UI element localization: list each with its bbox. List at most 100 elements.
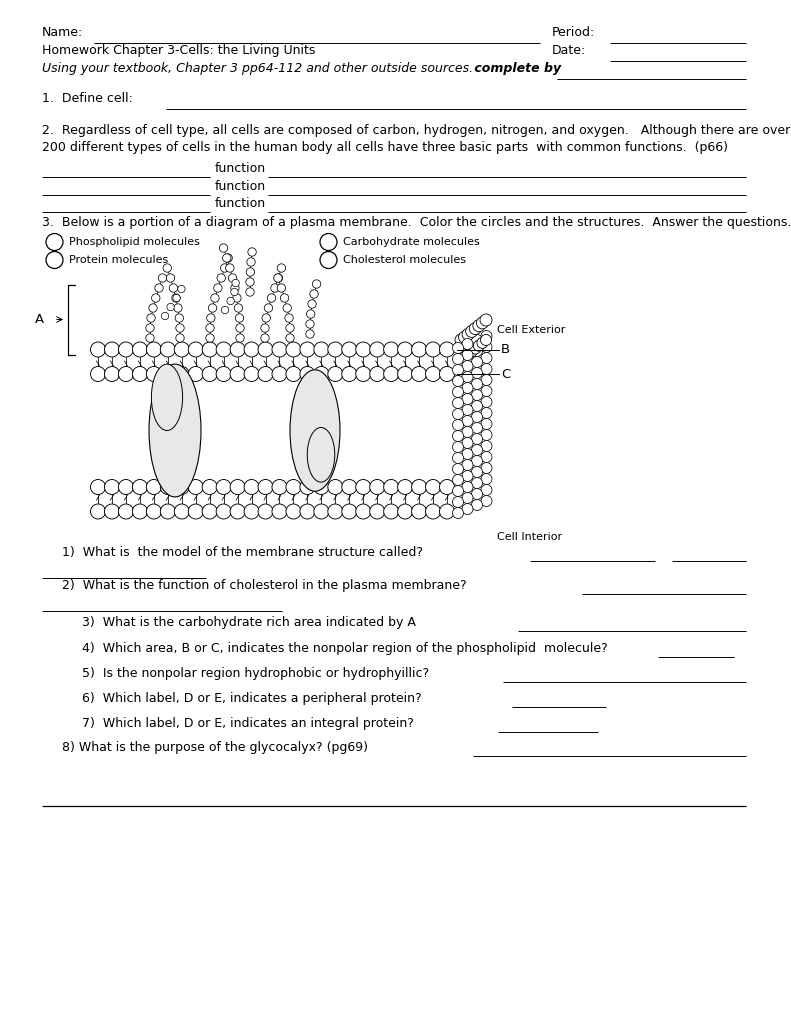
Circle shape	[232, 280, 240, 287]
Circle shape	[90, 504, 105, 519]
Circle shape	[175, 313, 184, 323]
Circle shape	[188, 479, 203, 495]
Text: Name:: Name:	[42, 26, 83, 39]
Circle shape	[452, 430, 464, 441]
Circle shape	[216, 504, 231, 519]
Circle shape	[369, 367, 384, 382]
Circle shape	[462, 372, 473, 383]
Circle shape	[398, 504, 413, 519]
Circle shape	[231, 289, 238, 296]
Text: Period:: Period:	[552, 26, 596, 39]
Circle shape	[426, 342, 441, 357]
Circle shape	[132, 479, 147, 495]
Circle shape	[172, 294, 180, 302]
Circle shape	[214, 284, 222, 292]
Circle shape	[161, 342, 176, 357]
Circle shape	[481, 484, 492, 496]
Circle shape	[300, 504, 315, 519]
Circle shape	[188, 342, 203, 357]
Circle shape	[471, 368, 483, 379]
Circle shape	[246, 278, 254, 286]
Circle shape	[327, 504, 343, 519]
Circle shape	[272, 367, 287, 382]
Circle shape	[440, 479, 455, 495]
Circle shape	[462, 339, 473, 349]
Circle shape	[477, 337, 488, 348]
Circle shape	[398, 479, 413, 495]
Circle shape	[342, 504, 357, 519]
Text: 2)  What is the function of cholesterol in the plasma membrane?: 2) What is the function of cholesterol i…	[62, 579, 467, 592]
Circle shape	[384, 367, 399, 382]
Circle shape	[119, 367, 134, 382]
Circle shape	[272, 479, 287, 495]
Text: function: function	[215, 162, 266, 175]
Circle shape	[202, 342, 218, 357]
Circle shape	[312, 280, 320, 288]
Text: Date:: Date:	[552, 44, 586, 57]
Circle shape	[152, 294, 160, 302]
Circle shape	[452, 420, 464, 430]
Circle shape	[384, 479, 399, 495]
Circle shape	[462, 470, 473, 481]
Text: 6)  Which label, D or E, indicates a peripheral protein?: 6) Which label, D or E, indicates a peri…	[82, 692, 422, 705]
Circle shape	[244, 479, 259, 495]
Circle shape	[174, 342, 189, 357]
Circle shape	[230, 367, 245, 382]
Circle shape	[452, 365, 464, 376]
Circle shape	[481, 419, 492, 429]
Circle shape	[216, 342, 231, 357]
Circle shape	[119, 479, 134, 495]
Circle shape	[147, 313, 155, 323]
Circle shape	[146, 367, 161, 382]
Circle shape	[452, 464, 464, 474]
Circle shape	[462, 383, 473, 393]
Circle shape	[452, 441, 464, 453]
Circle shape	[471, 389, 483, 400]
Text: 1.  Define cell:: 1. Define cell:	[42, 92, 133, 105]
Circle shape	[206, 313, 215, 323]
Circle shape	[174, 479, 189, 495]
Circle shape	[286, 324, 294, 332]
Circle shape	[356, 342, 371, 357]
Circle shape	[456, 354, 467, 366]
Circle shape	[247, 258, 255, 266]
Circle shape	[481, 385, 492, 396]
Text: Cholesterol molecules: Cholesterol molecules	[343, 255, 466, 265]
Text: complete by: complete by	[470, 62, 561, 75]
Circle shape	[452, 397, 464, 409]
Circle shape	[471, 467, 483, 477]
Text: function: function	[215, 180, 266, 193]
Circle shape	[169, 284, 178, 292]
Circle shape	[283, 304, 291, 312]
Circle shape	[455, 334, 467, 346]
Circle shape	[314, 504, 329, 519]
Circle shape	[222, 254, 231, 262]
Circle shape	[327, 367, 343, 382]
Circle shape	[306, 310, 315, 318]
Circle shape	[158, 273, 167, 283]
Text: Protein molecules: Protein molecules	[69, 255, 168, 265]
Circle shape	[462, 329, 474, 340]
Circle shape	[471, 335, 483, 345]
Ellipse shape	[151, 365, 183, 430]
Circle shape	[227, 297, 234, 305]
Circle shape	[452, 474, 464, 485]
Circle shape	[369, 342, 384, 357]
Circle shape	[300, 367, 315, 382]
Circle shape	[176, 334, 184, 342]
Circle shape	[481, 352, 492, 364]
Circle shape	[202, 504, 218, 519]
Circle shape	[411, 342, 426, 357]
Circle shape	[452, 453, 464, 464]
Circle shape	[146, 342, 161, 357]
Circle shape	[155, 284, 163, 292]
Circle shape	[146, 504, 161, 519]
Circle shape	[229, 273, 237, 283]
Circle shape	[473, 319, 485, 332]
Circle shape	[176, 324, 184, 332]
Circle shape	[398, 342, 413, 357]
Circle shape	[470, 343, 481, 354]
Circle shape	[452, 485, 464, 497]
Circle shape	[426, 479, 441, 495]
Circle shape	[261, 334, 269, 342]
